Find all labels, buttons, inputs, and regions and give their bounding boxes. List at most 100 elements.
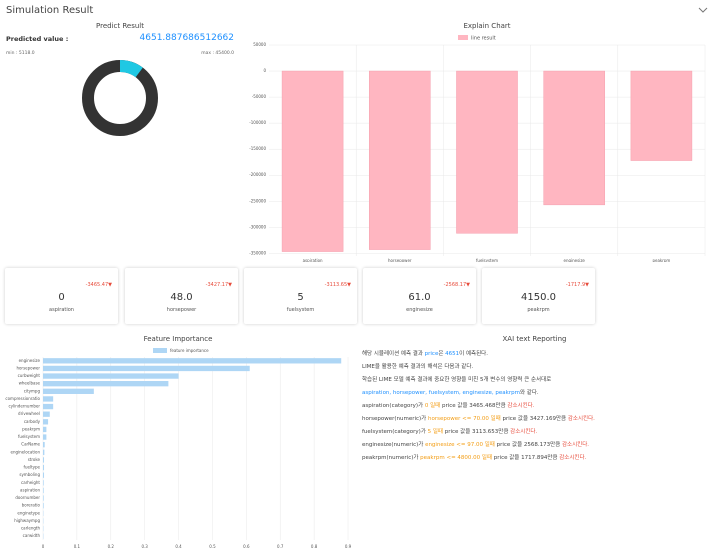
- x-tick-label: 0.8: [311, 544, 318, 549]
- y-tick-label: carlength: [21, 526, 41, 531]
- xai-line: 해당 시뮬레이션 예측 결과 price은 4651이 예측된다.: [362, 351, 707, 358]
- y-tick-label: -350000: [249, 250, 266, 255]
- xai-segment: 감소시킨다.: [559, 455, 587, 461]
- bar: [43, 411, 50, 417]
- card-delta: -1717.9▼: [565, 282, 589, 288]
- xai-segment: price: [424, 351, 439, 357]
- y-tick-label: boreratio: [22, 503, 41, 508]
- card-value: 0: [58, 292, 65, 303]
- xai-segment: 감소시킨다.: [510, 429, 538, 435]
- collapse-chevron[interactable]: [698, 6, 708, 14]
- bar: [456, 70, 518, 234]
- xai-line: fuelsystem(category)가 5 일때 price 값을 3113…: [362, 429, 707, 436]
- card-value: 61.0: [408, 292, 431, 303]
- x-tick-label: horsepower: [388, 258, 412, 262]
- y-tick-label: symboling: [19, 472, 40, 477]
- card-value: 5: [297, 292, 304, 303]
- feature-card: -3113.65▼ 5 fuelsystem: [244, 268, 357, 324]
- feature-card: -2568.17▼ 61.0 enginesize: [363, 268, 476, 324]
- bar: [43, 426, 47, 433]
- legend-label: line result: [471, 36, 496, 42]
- xai-segment: 4651: [445, 351, 460, 357]
- xai-segment: price 값을 3427.169만큼: [500, 416, 568, 422]
- bar: [543, 70, 605, 206]
- card-value: 48.0: [170, 292, 193, 303]
- xai-line: peakrpm(numeric)가 peakrpm <= 4800.00 일때 …: [362, 455, 707, 462]
- y-tick-label: doornumber: [15, 495, 40, 500]
- xai-segment: aspiration(category)가: [362, 403, 425, 409]
- xai-line: enginesize(numeric)가 enginesize <= 97.00…: [362, 442, 707, 449]
- xai-segment: 5 일때: [427, 429, 443, 435]
- legend-label: feature importance: [170, 348, 209, 353]
- x-tick-label: aspiration: [303, 258, 323, 262]
- explain-chart: Explain Chart line result 50000 0 -50000 -100…: [249, 22, 706, 262]
- predicted-label: Predicted value :: [6, 35, 69, 43]
- min-label: min : 5118.0: [6, 51, 35, 56]
- y-tick-label: 50000: [253, 42, 266, 47]
- xai-line: aspiration, horsepower, fuelsystem, engi…: [362, 390, 707, 397]
- xai-segment: peakrpm <= 4800.00 일때: [420, 455, 493, 461]
- y-tick-label: fueltype: [24, 465, 41, 470]
- header-title: Simulation Result: [6, 5, 94, 16]
- xai-segment: 감소시킨다.: [567, 416, 595, 422]
- xai-segment: price 값을 3465.468만큼: [440, 403, 508, 409]
- x-tick-label: fuelsystem: [476, 258, 498, 262]
- xai-segment: 이 예측된다.: [459, 351, 488, 357]
- xai-line: LIME을 활용한 예측 결과의 해석은 다음과 같다.: [362, 364, 707, 371]
- card-name: aspiration: [49, 307, 74, 313]
- feature-card: -1717.9▼ 4150.0 peakrpm: [482, 268, 595, 324]
- xai-segment: fuelsystem(category)가: [362, 429, 428, 435]
- y-tick-label: peakrpm: [22, 426, 40, 431]
- bar: [43, 464, 45, 471]
- bar: [43, 487, 44, 494]
- legend-swatch: [458, 35, 468, 40]
- y-tick-label: enginesize: [19, 358, 41, 363]
- xai-panel: XAI text Reporting 해당 시뮬레이션 예측 결과 price은…: [362, 333, 707, 557]
- xai-segment: 해당 시뮬레이션 예측 결과: [362, 351, 425, 357]
- y-tick-label: -250000: [249, 198, 266, 203]
- card-delta: -3465.47▼: [85, 282, 112, 288]
- bar: [43, 388, 94, 394]
- xai-line: horsepower(numeric)가 horsepower <= 70.00…: [362, 416, 707, 423]
- y-tick-label: carwidth: [23, 533, 41, 538]
- xai-segment: price 값을 2568.173만큼: [494, 442, 562, 448]
- xai-segment: 감소시킨다.: [562, 442, 590, 448]
- xai-segment: price 값을 1717.894만큼: [492, 455, 560, 461]
- card-name: fuelsystem: [286, 307, 315, 313]
- y-tick-label: enginetype: [17, 510, 40, 515]
- xai-segment: 감소시킨다.: [507, 403, 535, 409]
- x-tick-label: 0.5: [209, 544, 216, 549]
- card-name: horsepower: [166, 307, 197, 313]
- bar: [43, 472, 45, 478]
- y-tick-label: drivewheel: [18, 411, 40, 416]
- bar: [43, 373, 179, 379]
- bar: [630, 70, 693, 161]
- y-tick-label: highwaympg: [14, 518, 40, 523]
- donut-track: [82, 60, 158, 136]
- xai-segment: horsepower(numeric)가: [362, 416, 428, 422]
- xai-line: aspiration(category)가 0 일때 price 값을 3465…: [362, 403, 707, 410]
- chart-title: Explain Chart: [463, 22, 510, 30]
- card-name: peakrpm: [527, 307, 550, 313]
- x-tick-label: 0: [42, 544, 45, 549]
- y-tick-label: CarName: [21, 442, 40, 447]
- xai-segment: LIME을 활용한 예측 결과의 해석은 다음과 같다.: [362, 364, 474, 370]
- predict-panel: Predict Result Predicted value : 4651.88…: [0, 20, 240, 262]
- y-tick-label: compressionratio: [5, 396, 40, 401]
- xai-segment: 0 일때: [424, 403, 441, 409]
- y-tick-label: enginelocation: [10, 449, 40, 454]
- y-tick-label: -50000: [252, 94, 267, 99]
- y-tick-label: cylindernumber: [8, 404, 40, 409]
- bar: [43, 358, 342, 364]
- xai-title: XAI text Reporting: [502, 335, 567, 343]
- bar: [43, 495, 44, 501]
- x-tick-label: 0.4: [175, 544, 182, 549]
- y-tick-label: 0: [263, 68, 266, 73]
- bar: [369, 70, 431, 250]
- y-tick-label: carheight: [21, 480, 40, 485]
- y-tick-label: -150000: [249, 146, 266, 151]
- y-tick-label: -300000: [249, 224, 266, 229]
- xai-segment: 와 같다.: [519, 390, 539, 396]
- max-label: max : 45400.0: [201, 51, 234, 56]
